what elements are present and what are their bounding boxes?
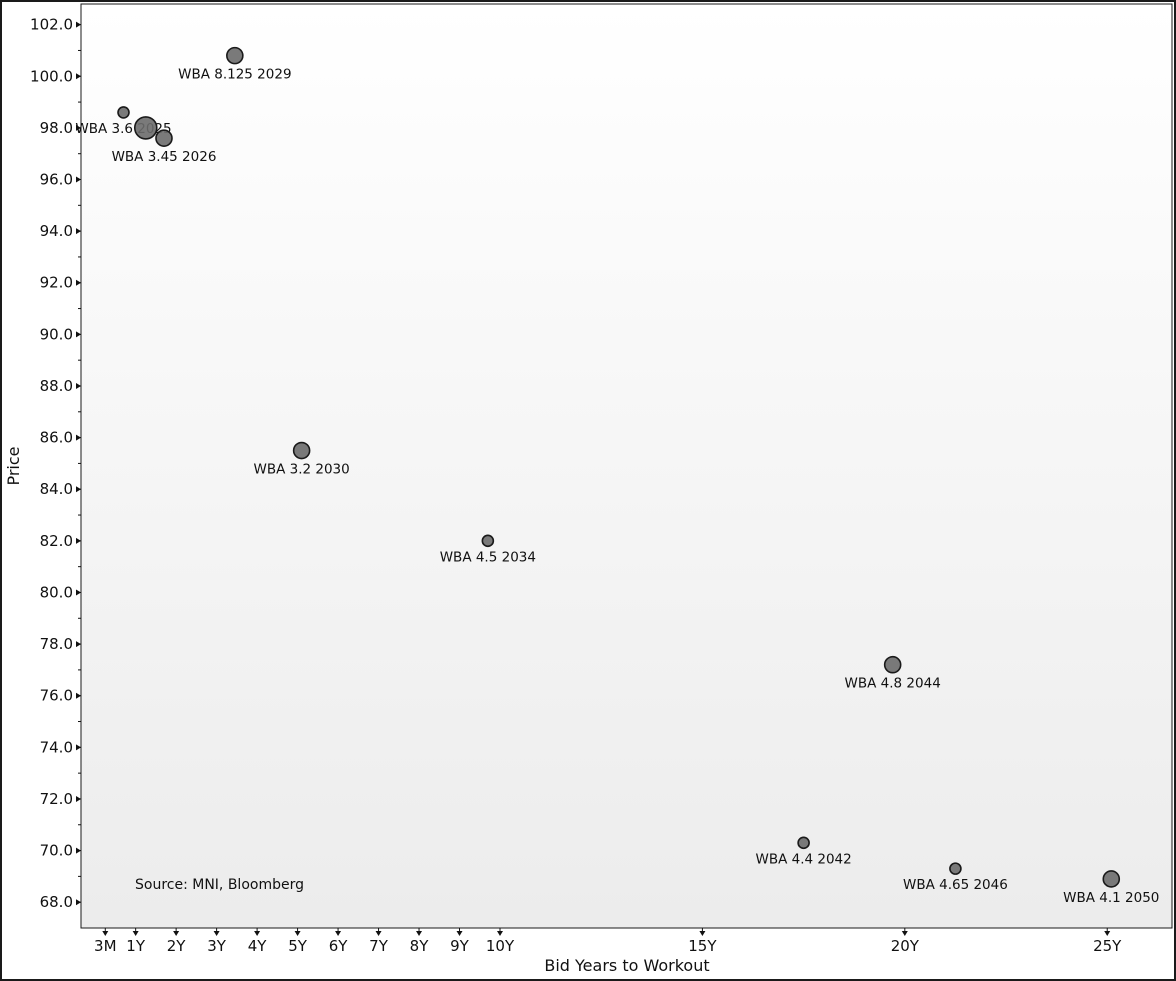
x-tick-arrow: [456, 931, 463, 936]
x-tick-arrow: [699, 931, 706, 936]
y-tick-arrow: [76, 589, 81, 596]
y-tick-arrow: [76, 692, 81, 699]
y-tick-label: 92.0: [40, 274, 73, 292]
y-tick-arrow: [76, 795, 81, 802]
y-tick-label: 80.0: [40, 583, 73, 601]
x-tick-arrow: [901, 931, 908, 936]
point-label: WBA 4.5 2034: [440, 549, 536, 565]
y-tick-arrow: [76, 279, 81, 286]
y-tick-arrow: [76, 486, 81, 493]
x-tick-arrow: [1104, 931, 1111, 936]
y-tick-arrow: [76, 537, 81, 544]
y-tick-label: 100.0: [30, 67, 73, 85]
source-note: Source: MNI, Bloomberg: [135, 877, 304, 893]
x-tick-arrow: [416, 931, 423, 936]
y-tick-arrow: [76, 228, 81, 235]
y-tick-label: 96.0: [40, 171, 73, 189]
y-tick-arrow: [76, 899, 81, 906]
x-tick-label: 10Y: [486, 937, 515, 955]
x-tick-label: 1Y: [126, 937, 146, 955]
data-point: [481, 534, 495, 548]
x-axis-title: Bid Years to Workout: [544, 956, 709, 975]
point-label: WBA 4.8 2044: [845, 676, 941, 692]
x-tick-arrow: [375, 931, 382, 936]
y-tick-label: 98.0: [40, 119, 73, 137]
x-tick-label: 25Y: [1093, 937, 1122, 955]
x-tick-label: 3M: [94, 937, 117, 955]
y-tick-label: 76.0: [40, 687, 73, 705]
y-tick-arrow: [76, 21, 81, 28]
x-tick-label: 5Y: [288, 937, 308, 955]
x-tick-arrow: [132, 931, 139, 936]
y-tick-label: 102.0: [30, 16, 73, 34]
x-tick-arrow: [496, 931, 503, 936]
data-point: [133, 116, 158, 140]
x-tick-arrow: [254, 931, 261, 936]
y-tick-arrow: [76, 641, 81, 648]
x-tick-label: 6Y: [329, 937, 349, 955]
y-tick-arrow: [76, 847, 81, 854]
x-tick-label: 4Y: [248, 937, 268, 955]
x-tick-arrow: [173, 931, 180, 936]
y-tick-arrow: [76, 73, 81, 80]
point-label: WBA 8.125 2029: [178, 67, 291, 83]
data-point: [949, 862, 962, 875]
y-tick-label: 84.0: [40, 480, 73, 498]
data-point: [292, 441, 311, 460]
x-tick-label: 8Y: [410, 937, 430, 955]
data-point: [883, 655, 902, 674]
y-tick-label: 78.0: [40, 635, 73, 653]
y-axis-title: Price: [4, 446, 23, 485]
y-tick-label: 74.0: [40, 738, 73, 756]
x-tick-label: 20Y: [891, 937, 920, 955]
y-axis: 68.0 70.0 72.0 74.0 76.0 78.0 80.0 82.0 84.0 86.0…: [30, 16, 81, 911]
y-tick-arrow: [76, 124, 81, 131]
y-tick-label: 68.0: [40, 893, 73, 911]
x-tick-label: 9Y: [450, 937, 470, 955]
y-tick-arrow: [76, 744, 81, 751]
y-tick-label: 94.0: [40, 222, 73, 240]
point-label: WBA 4.65 2046: [903, 877, 1008, 893]
y-tick-label: 82.0: [40, 532, 73, 550]
x-tick-arrow: [294, 931, 301, 936]
data-point: [155, 129, 173, 148]
y-tick-label: 88.0: [40, 377, 73, 395]
y-tick-arrow: [76, 331, 81, 338]
data-point: [117, 106, 130, 119]
x-tick-arrow: [102, 931, 109, 936]
x-tick-arrow: [213, 931, 220, 936]
y-tick-label: 90.0: [40, 325, 73, 343]
point-label: WBA 3.2 2030: [253, 462, 349, 478]
x-tick-label: 3Y: [207, 937, 227, 955]
data-point: [1102, 870, 1121, 888]
plot-area: [80, 3, 1173, 929]
data-point: [797, 836, 810, 850]
y-tick-label: 70.0: [40, 842, 73, 860]
x-tick-label: 7Y: [369, 937, 389, 955]
x-axis: 3M 1Y 2Y 3Y 4Y 5Y 6Y 7Y 8Y 9Y 10Y 15Y 20Y 25Y: [94, 928, 1122, 955]
data-point: [226, 46, 244, 65]
y-tick-arrow: [76, 434, 81, 441]
point-label: WBA 4.4 2042: [755, 851, 851, 867]
y-tick-label: 72.0: [40, 790, 73, 808]
y-tick-arrow: [76, 176, 81, 183]
x-tick-arrow: [335, 931, 342, 936]
x-tick-label: 2Y: [167, 937, 187, 955]
y-tick-arrow: [76, 382, 81, 389]
x-tick-label: 15Y: [688, 937, 717, 955]
point-label: WBA 3.45 2026: [112, 149, 217, 165]
y-tick-label: 86.0: [40, 429, 73, 447]
point-label: WBA 4.1 2050: [1063, 890, 1159, 906]
